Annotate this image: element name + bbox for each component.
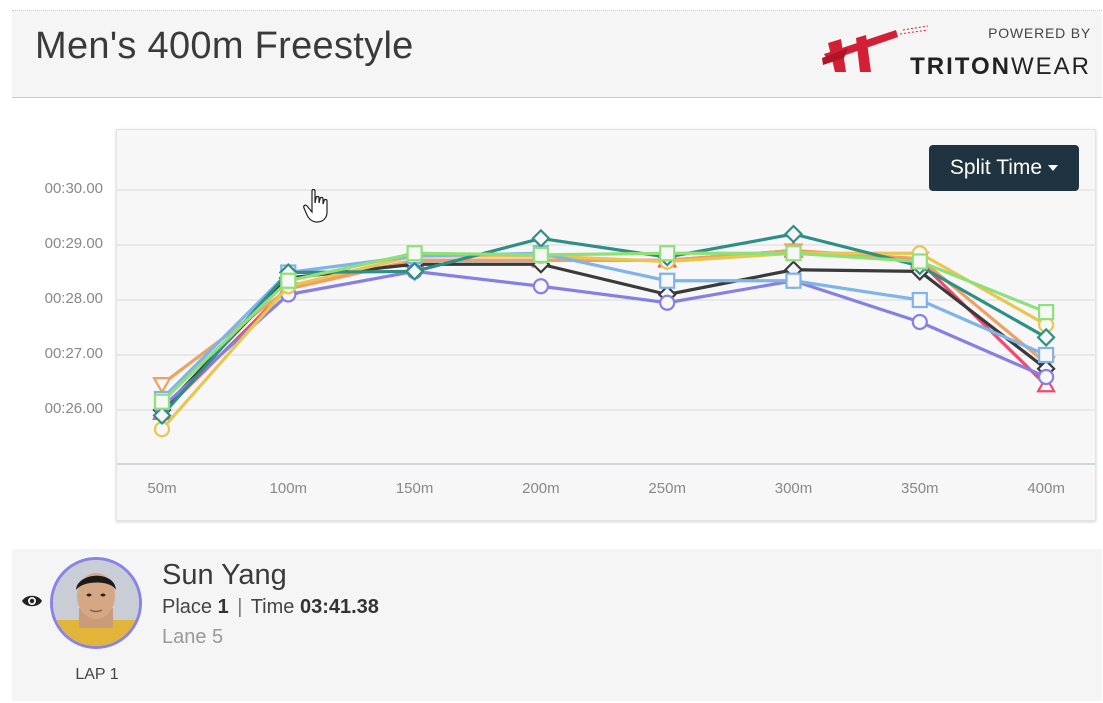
data-point[interactable] [785, 272, 802, 289]
metric-dropdown-button[interactable]: Split Time [929, 145, 1079, 191]
y-tick-label: 00:29.00 [44, 235, 103, 252]
place-value: 1 [217, 596, 229, 618]
y-tick-label: 00:27.00 [44, 345, 103, 362]
powered-by-label: POWERED BY [988, 25, 1091, 41]
data-point[interactable] [1037, 368, 1055, 386]
data-point[interactable] [659, 294, 676, 311]
series-line [160, 269, 1047, 409]
metric-dropdown-label: Split Time [949, 156, 1043, 179]
result-separator: | [237, 596, 243, 618]
data-point[interactable] [280, 272, 297, 289]
data-point[interactable] [406, 245, 423, 262]
athlete-panel: Sun Yang Place 1 | Time 03:41.38 Lane 5 … [12, 549, 1102, 701]
time-value: 03:41.38 [299, 596, 379, 618]
hand-pointer-cursor-icon [303, 188, 328, 223]
split-time-chart: 00:30.00 00:29.00 00:28.00 00:27.00 00:26.00… [45, 129, 1096, 521]
caret-down-icon [1048, 165, 1059, 172]
data-point[interactable] [659, 272, 676, 289]
y-tick-label: 00:28.00 [44, 290, 103, 307]
page-header: Men's 400m Freestyle POWERED BY TRITONWE… [12, 11, 1102, 98]
data-point[interactable] [785, 245, 802, 262]
place-label: Place [162, 596, 213, 618]
x-tick-label: 300m [775, 480, 813, 497]
data-point[interactable] [531, 228, 551, 248]
data-point[interactable] [659, 245, 676, 262]
series-line [161, 248, 1048, 386]
data-point[interactable] [532, 278, 549, 295]
brand-name-light: WEAR [1011, 53, 1091, 80]
data-point[interactable] [1037, 304, 1055, 321]
eye-icon[interactable] [21, 593, 43, 609]
data-point[interactable] [153, 393, 171, 410]
lap-label: LAP 1 [75, 666, 119, 683]
data-point[interactable] [911, 291, 928, 309]
data-point[interactable] [1037, 346, 1055, 364]
data-point[interactable] [911, 253, 928, 270]
series-line [160, 251, 1047, 431]
chart-plot-area: 50m 100m 150m 200m 250m 300m 350m 400m [117, 189, 1095, 497]
time-label: Time [250, 596, 295, 618]
data-point[interactable] [532, 246, 549, 264]
x-tick-label: 150m [396, 480, 434, 497]
athlete-avatar [50, 557, 142, 649]
y-tick-label: 00:26.00 [44, 400, 103, 417]
series-8 [153, 245, 1055, 410]
page-title: Men's 400m Freestyle [35, 25, 414, 67]
brand-name: TRITONWEAR [910, 53, 1091, 81]
data-point[interactable] [783, 224, 804, 244]
data-point[interactable] [152, 405, 172, 426]
series-line [160, 251, 1047, 403]
data-point[interactable] [405, 261, 425, 281]
brand-name-bold: TRITON [910, 53, 1011, 80]
data-point[interactable] [1036, 327, 1056, 347]
y-tick-label: 00:30.00 [44, 180, 103, 197]
athlete-name: Sun Yang [162, 559, 287, 591]
x-tick-label: 50m [147, 480, 176, 497]
data-point[interactable] [152, 377, 172, 395]
triton-wear-logo-icon [822, 25, 928, 72]
x-tick-label: 400m [1027, 480, 1065, 497]
data-point[interactable] [911, 313, 928, 331]
x-tick-label: 200m [522, 480, 560, 497]
top-divider [12, 10, 1102, 11]
x-tick-label: 350m [901, 480, 939, 497]
x-tick-label: 250m [648, 480, 686, 497]
athlete-lane: Lane 5 [162, 626, 224, 648]
x-tick-label: 100m [270, 480, 308, 497]
athlete-result: Place 1 | Time 03:41.38 [162, 596, 379, 619]
series-line [160, 251, 1047, 401]
